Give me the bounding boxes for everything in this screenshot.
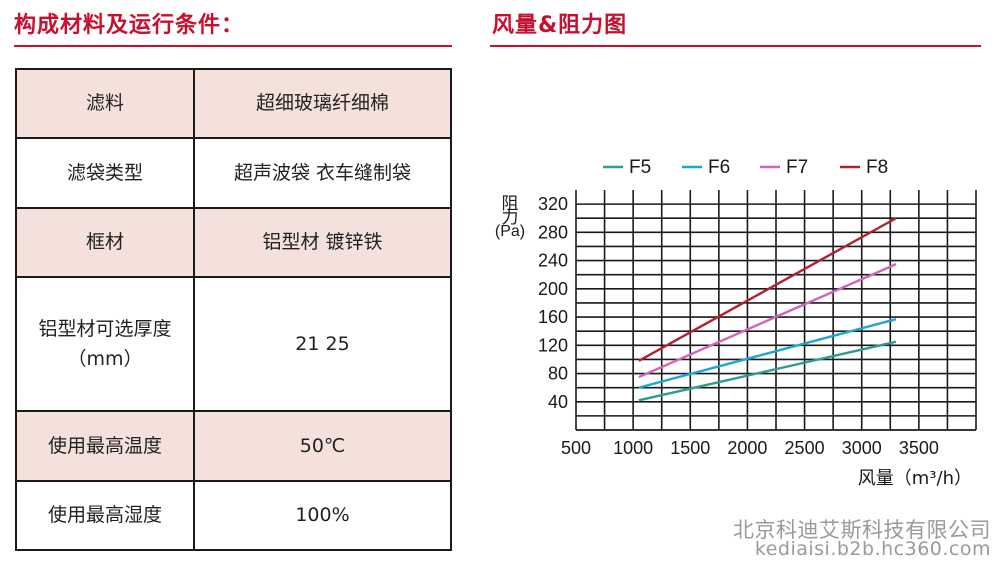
series-line <box>638 318 897 389</box>
y-tick-label: 80 <box>548 364 568 384</box>
series-line <box>638 340 897 402</box>
table-row: 使用最高湿度 100% <box>15 479 452 552</box>
x-tick-label: 2000 <box>727 438 767 458</box>
row-value: 50℃ <box>193 410 452 482</box>
table-row: 铝型材可选厚度 （mm） 21 25 <box>15 275 452 413</box>
row-label: 使用最高温度 <box>15 410 195 482</box>
y-tick-label: 160 <box>538 307 568 327</box>
table-row: 框材 铝型材 镀锌铁 <box>15 206 452 278</box>
airflow-resistance-chart: 500 1000 1500 2000 2500 3000 3500 40 80 120 160 200… <box>495 157 977 489</box>
row-label: 使用最高湿度 <box>15 479 195 552</box>
chart-section-title: 风量&阻力图 <box>492 13 628 38</box>
y-tick-label: 280 <box>538 222 568 242</box>
x-axis-label: 风量（m³/h） <box>858 468 972 489</box>
y-axis-label: 力 <box>502 208 519 228</box>
x-tick-label: 3500 <box>899 438 939 458</box>
y-tick-label: 240 <box>538 251 568 271</box>
y-axis-label: 阻 <box>502 194 519 214</box>
legend-label: F5 <box>629 157 651 178</box>
table-row: 滤袋类型 超声波袋 衣车缝制袋 <box>15 137 452 209</box>
y-axis-label: (Pa) <box>495 223 525 240</box>
materials-title: 构成材料及运行条件： <box>14 13 245 38</box>
company-domain: kediaisi.b2b.hc360.com <box>754 538 991 560</box>
x-tick-label: 1500 <box>670 438 710 458</box>
table-row: 滤料 超细玻璃纤细棉 <box>15 67 452 140</box>
row-value: 21 25 <box>193 275 452 413</box>
x-tick-label: 2500 <box>785 438 825 458</box>
x-tick-label: 3000 <box>842 438 882 458</box>
row-value: 铝型材 镀锌铁 <box>193 206 452 278</box>
row-value: 超细玻璃纤细棉 <box>193 67 452 140</box>
legend-label: F7 <box>786 157 808 178</box>
x-tick-label: 1000 <box>613 438 653 458</box>
y-tick-label: 120 <box>538 335 568 355</box>
row-label: 框材 <box>15 206 195 278</box>
row-label: 滤料 <box>15 67 195 140</box>
y-tick-label: 320 <box>538 194 568 214</box>
row-label: 滤袋类型 <box>15 137 195 209</box>
table-row: 使用最高温度 50℃ <box>15 410 452 482</box>
legend-label: F6 <box>708 157 730 178</box>
row-label-line2: （mm） <box>67 348 143 371</box>
company-name: 北京科迪艾斯科技有限公司 <box>733 518 991 542</box>
chart-title-rule <box>490 45 981 47</box>
materials-title-rule <box>14 45 452 47</box>
y-tick-label: 200 <box>538 279 568 299</box>
row-label-line1: 铝型材可选厚度 <box>38 317 172 340</box>
row-value: 超声波袋 衣车缝制袋 <box>193 137 452 209</box>
row-value: 100% <box>193 479 452 552</box>
legend-label: F8 <box>866 157 888 178</box>
y-tick-label: 40 <box>548 392 568 412</box>
x-tick-label: 500 <box>561 438 591 458</box>
series-line <box>638 263 897 379</box>
series-line <box>638 217 897 362</box>
row-label: 铝型材可选厚度 （mm） <box>15 275 195 413</box>
materials-table: 滤料 超细玻璃纤细棉 滤袋类型 超声波袋 衣车缝制袋 框材 铝型材 镀锌铁 铝型… <box>15 67 452 552</box>
